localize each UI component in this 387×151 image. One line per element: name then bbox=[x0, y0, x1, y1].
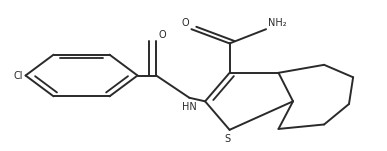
Text: O: O bbox=[182, 18, 189, 28]
Text: Cl: Cl bbox=[14, 71, 24, 80]
Text: HN: HN bbox=[182, 102, 197, 112]
Text: NH₂: NH₂ bbox=[268, 18, 287, 28]
Text: O: O bbox=[158, 30, 166, 40]
Text: S: S bbox=[224, 134, 231, 144]
